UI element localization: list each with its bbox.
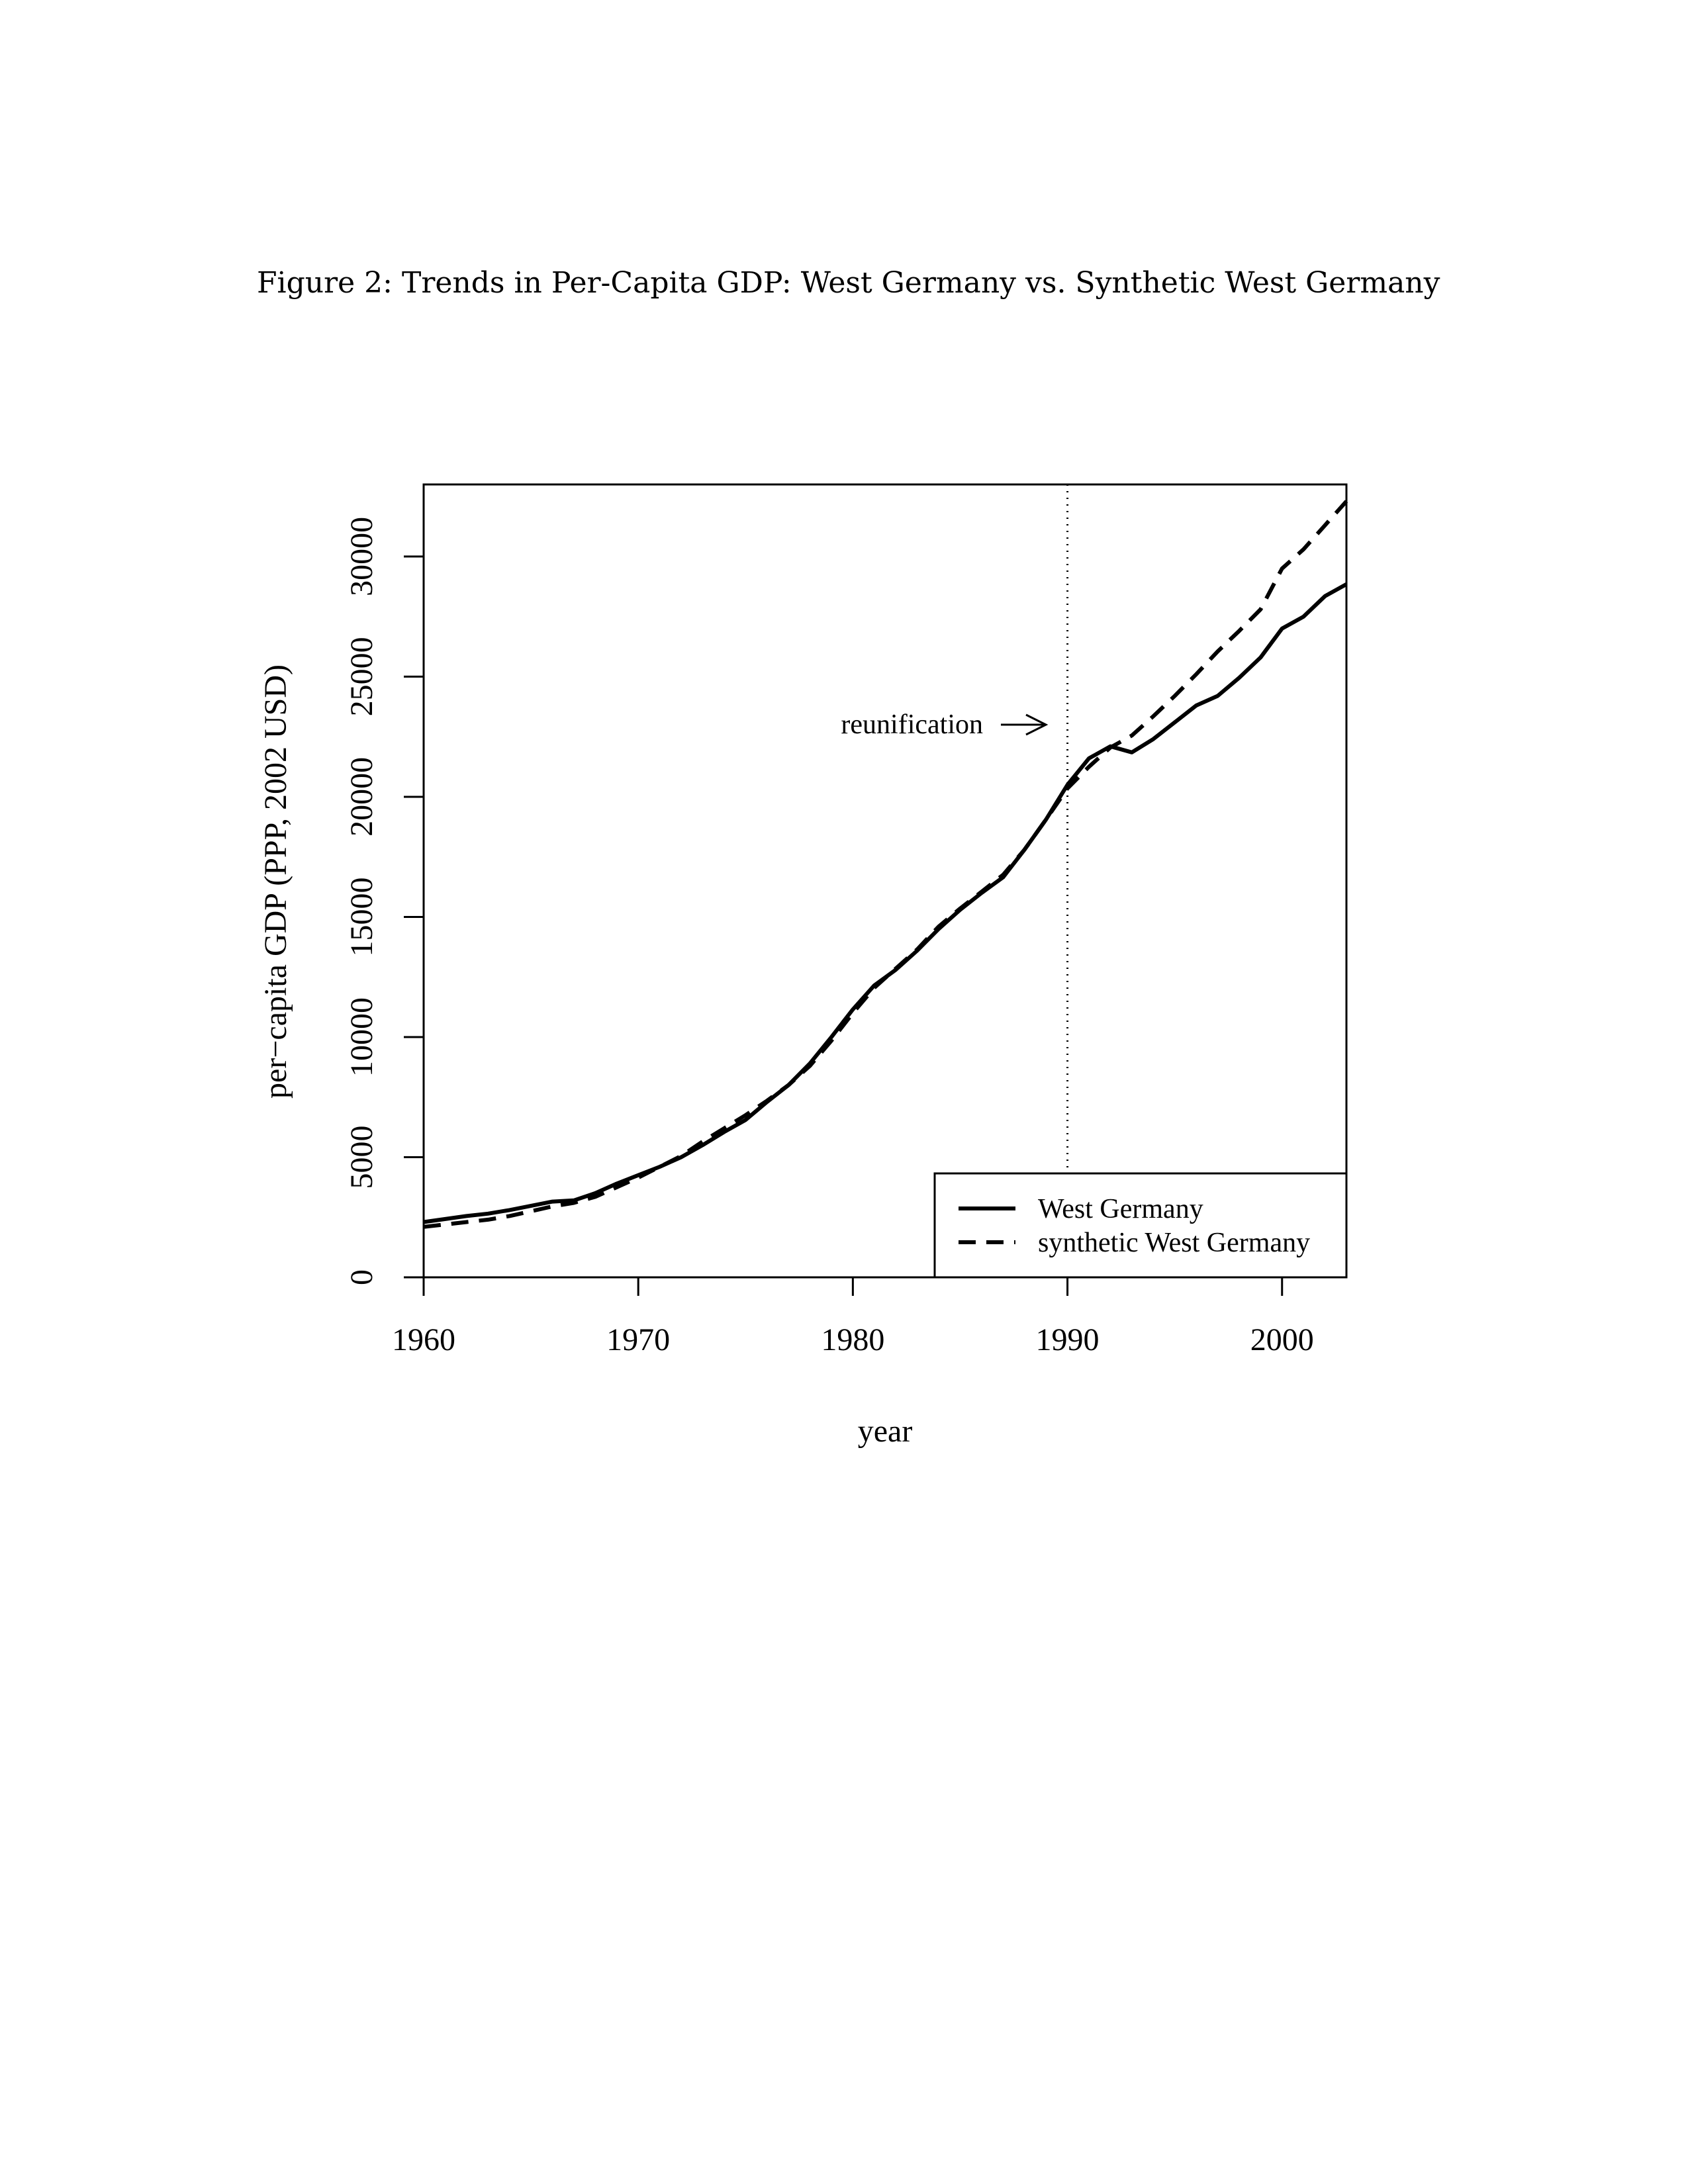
series-line-synthetic-west-germany — [423, 500, 1348, 1229]
legend-label-west-germany: West Germany — [1038, 1194, 1203, 1224]
reunification-annotation: reunification — [841, 709, 1049, 740]
plot-frame — [422, 483, 1348, 1279]
reunification-arrow-head — [1025, 713, 1049, 736]
y-tick-label: 20000 — [344, 757, 379, 837]
figure-caption: Figure 2: Trends in Per-Capita GDP: West… — [257, 266, 1440, 300]
x-tick-label: 1990 — [1036, 1322, 1100, 1357]
x-tick-label: 1960 — [392, 1322, 455, 1357]
x-axis-label: year — [858, 1414, 913, 1449]
y-tick-label: 15000 — [344, 878, 379, 957]
x-tick-label: 1980 — [821, 1322, 884, 1357]
x-tick-label: 2000 — [1250, 1322, 1314, 1357]
reunification-label: reunification — [841, 709, 983, 740]
x-tick-label: 1970 — [606, 1322, 670, 1357]
y-tick-label: 25000 — [344, 637, 379, 716]
y-tick-label: 10000 — [344, 997, 379, 1077]
y-tick-label: 0 — [344, 1269, 379, 1285]
legend-label-synthetic-west-germany: synthetic West Germany — [1038, 1228, 1310, 1258]
series-line-west-germany — [423, 582, 1348, 1224]
y-tick-label: 30000 — [344, 517, 379, 596]
x-axis: 1960 1970 1980 1990 2000 — [392, 1277, 1314, 1357]
y-tick-label: 5000 — [344, 1126, 379, 1189]
y-axis-label: per−capita GDP (PPP, 2002 USD) — [258, 664, 293, 1099]
legend-box — [933, 1172, 1348, 1279]
y-axis: 0 5000 10000 15000 20000 25000 30000 — [344, 517, 424, 1285]
legend: West Germany synthetic West Germany — [933, 1172, 1348, 1279]
series-group — [423, 500, 1348, 1229]
